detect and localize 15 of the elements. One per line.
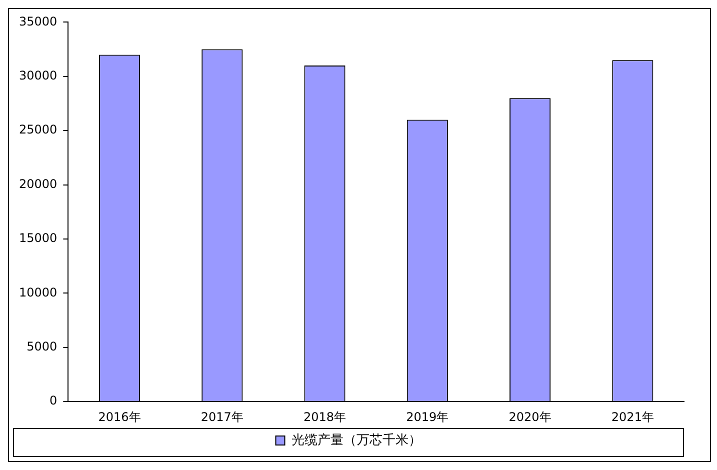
y-tick-label: 30000	[18, 68, 58, 83]
y-tick-label: 15000	[18, 231, 58, 246]
x-tick-label: 2017年	[200, 410, 244, 424]
y-tick-label: 25000	[18, 122, 58, 137]
legend-label: 光缆产量（万芯千米）	[291, 432, 422, 448]
y-tick-label: 10000	[18, 285, 58, 300]
y-tick-label: 35000	[18, 14, 58, 28]
y-tick-label: 0	[50, 394, 58, 408]
x-tick-label: 2016年	[98, 410, 141, 424]
y-tick-label: 20000	[18, 176, 58, 191]
x-tick-label: 2018年	[303, 410, 346, 424]
y-tick-label: 5000	[26, 340, 58, 354]
x-tick-label: 2019年	[406, 410, 449, 424]
x-tick-label: 2021年	[611, 410, 654, 424]
x-tick-label: 2020年	[508, 410, 552, 424]
